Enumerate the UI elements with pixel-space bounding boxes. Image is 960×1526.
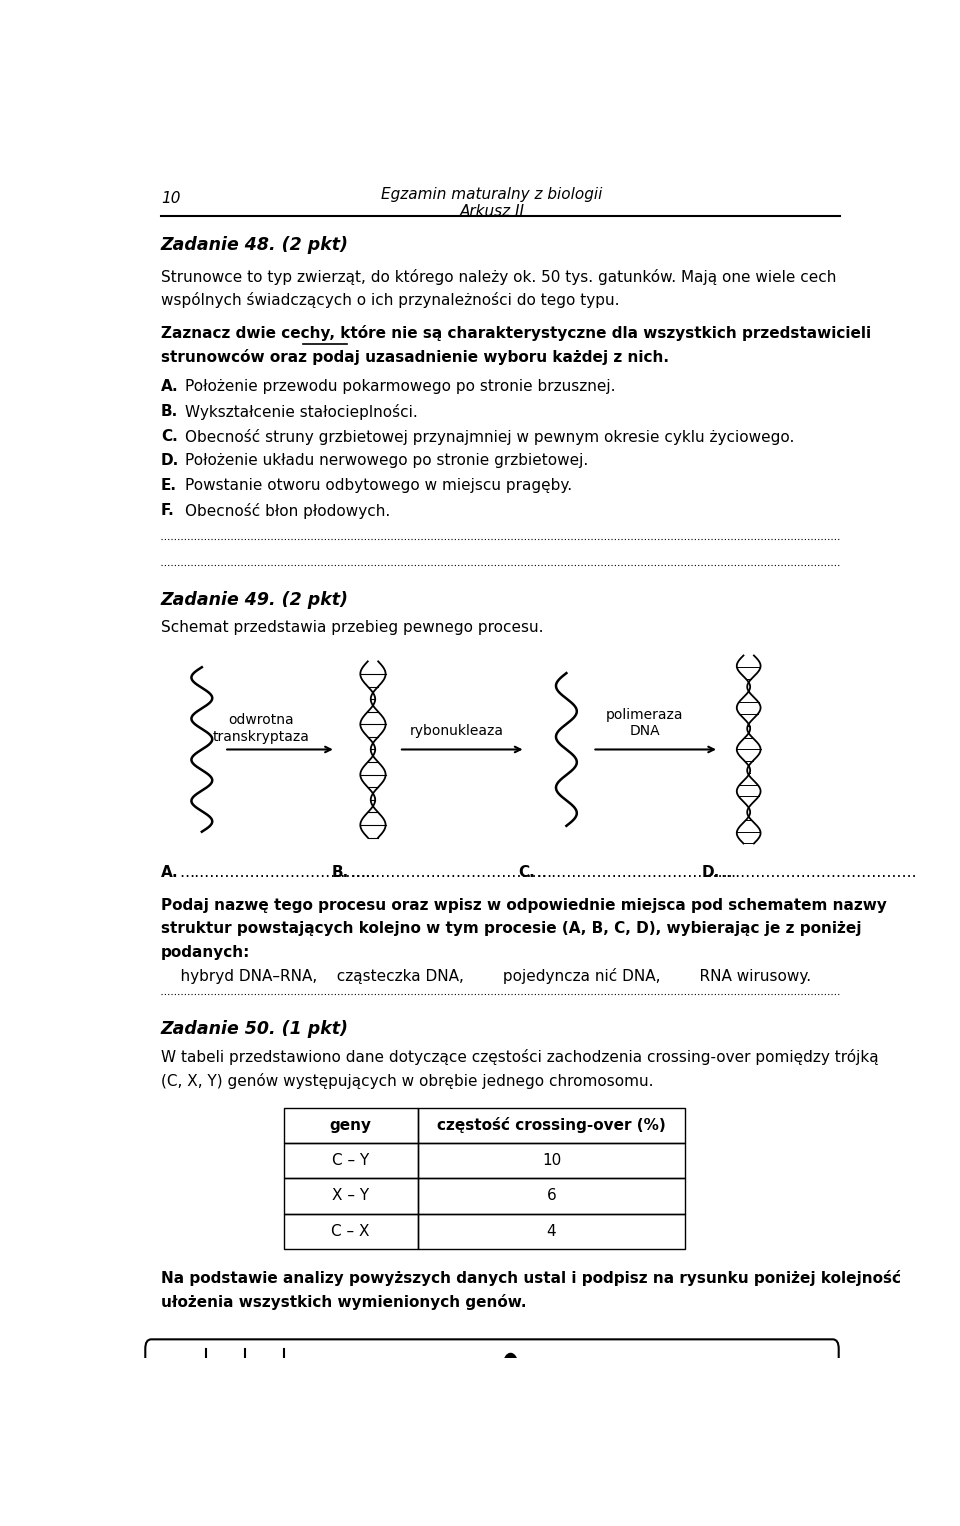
Circle shape — [504, 1354, 517, 1375]
Text: Obecność błon płodowych.: Obecność błon płodowych. — [185, 502, 391, 519]
Text: D.: D. — [161, 453, 180, 468]
Text: C – Y: C – Y — [332, 1154, 370, 1169]
Bar — [284, 1108, 418, 1143]
Text: 4: 4 — [546, 1224, 557, 1239]
Text: częstość crossing-over (%): częstość crossing-over (%) — [437, 1117, 666, 1134]
Text: odwrotna
transkryptaza: odwrotna transkryptaza — [213, 713, 310, 743]
Text: Obecność struny grzbietowej przynajmniej w pewnym okresie cyklu życiowego.: Obecność struny grzbietowej przynajmniej… — [185, 429, 795, 444]
Text: Zadanie 49. (2 pkt): Zadanie 49. (2 pkt) — [161, 591, 348, 609]
Text: C.: C. — [518, 865, 535, 879]
Bar — [284, 1178, 418, 1213]
Text: podanych:: podanych: — [161, 945, 251, 960]
Text: wspólnych świadczących o ich przynależności do tego typu.: wspólnych świadczących o ich przynależno… — [161, 293, 619, 308]
Text: Wykształcenie stałocieplności.: Wykształcenie stałocieplności. — [185, 404, 419, 420]
Text: geny: geny — [329, 1119, 372, 1132]
Text: strunowców oraz podaj uzasadnienie wyboru każdej z nich.: strunowców oraz podaj uzasadnienie wybor… — [161, 349, 669, 365]
Text: 10: 10 — [161, 191, 180, 206]
Text: D.: D. — [702, 865, 720, 879]
Text: Zadanie 48. (2 pkt): Zadanie 48. (2 pkt) — [161, 237, 348, 253]
Text: B.: B. — [161, 404, 179, 420]
Text: …………………………………: ………………………………… — [537, 865, 733, 879]
Text: E.: E. — [161, 478, 177, 493]
Text: ułożenia wszystkich wymienionych genów.: ułożenia wszystkich wymienionych genów. — [161, 1294, 526, 1309]
Text: C.: C. — [161, 429, 178, 444]
Text: hybryd DNA–RNA,    cząsteczka DNA,        pojedyncza nić DNA,        RNA wirusow: hybryd DNA–RNA, cząsteczka DNA, pojedync… — [161, 967, 811, 984]
Text: Położenie układu nerwowego po stronie grzbietowej.: Położenie układu nerwowego po stronie gr… — [185, 453, 588, 468]
Text: A.: A. — [161, 865, 179, 879]
Text: Powstanie otworu odbytowego w miejscu pragęby.: Powstanie otworu odbytowego w miejscu pr… — [185, 478, 572, 493]
Text: A.: A. — [161, 380, 179, 394]
Text: Położenie przewodu pokarmowego po stronie brzusznej.: Położenie przewodu pokarmowego po stroni… — [185, 380, 616, 394]
Text: W tabeli przedstawiono dane dotyczące częstości zachodzenia crossing-over pomięd: W tabeli przedstawiono dane dotyczące cz… — [161, 1048, 878, 1065]
Text: X – Y: X – Y — [332, 1189, 370, 1204]
Text: Na podstawie analizy powyższych danych ustal i podpisz na rysunku poniżej kolejn: Na podstawie analizy powyższych danych u… — [161, 1270, 900, 1286]
Text: Zaznacz dwie cechy, które nie są charakterystyczne dla wszystkich przedstawiciel: Zaznacz dwie cechy, które nie są charakt… — [161, 325, 871, 342]
Bar — [418, 1213, 685, 1248]
Text: polimeraza
DNA: polimeraza DNA — [606, 708, 684, 737]
Text: F.: F. — [161, 502, 175, 517]
Text: 6: 6 — [546, 1189, 557, 1204]
Text: 10: 10 — [541, 1154, 562, 1169]
Text: Egzamin maturalny z biologii: Egzamin maturalny z biologii — [381, 186, 603, 201]
Text: Schemat przedstawia przebieg pewnego procesu.: Schemat przedstawia przebieg pewnego pro… — [161, 620, 543, 635]
Bar — [418, 1108, 685, 1143]
Text: Zadanie 50. (1 pkt): Zadanie 50. (1 pkt) — [161, 1019, 348, 1038]
Bar — [418, 1178, 685, 1213]
Text: …………………………………: ………………………………… — [180, 865, 376, 879]
Text: Strunowce to typ zwierząt, do którego należy ok. 50 tys. gatunków. Mają one wiel: Strunowce to typ zwierząt, do którego na… — [161, 269, 836, 285]
Text: …………………………………: ………………………………… — [720, 865, 917, 879]
Text: (C, X, Y) genów występujących w obrębie jednego chromosomu.: (C, X, Y) genów występujących w obrębie … — [161, 1073, 654, 1088]
Text: struktur powstających kolejno w tym procesie (A, B, C, D), wybierając je z poniż: struktur powstających kolejno w tym proc… — [161, 922, 861, 935]
Text: Arkusz II: Arkusz II — [460, 204, 524, 220]
Bar — [284, 1143, 418, 1178]
Bar — [418, 1143, 685, 1178]
Text: …………………………………: ………………………………… — [350, 865, 547, 879]
Text: C – X: C – X — [331, 1224, 370, 1239]
Text: Podaj nazwę tego procesu oraz wpisz w odpowiednie miejsca pod schematem nazwy: Podaj nazwę tego procesu oraz wpisz w od… — [161, 897, 887, 913]
Bar — [284, 1213, 418, 1248]
Text: B.: B. — [332, 865, 349, 879]
Text: rybonukleaza: rybonukleaza — [410, 723, 504, 737]
